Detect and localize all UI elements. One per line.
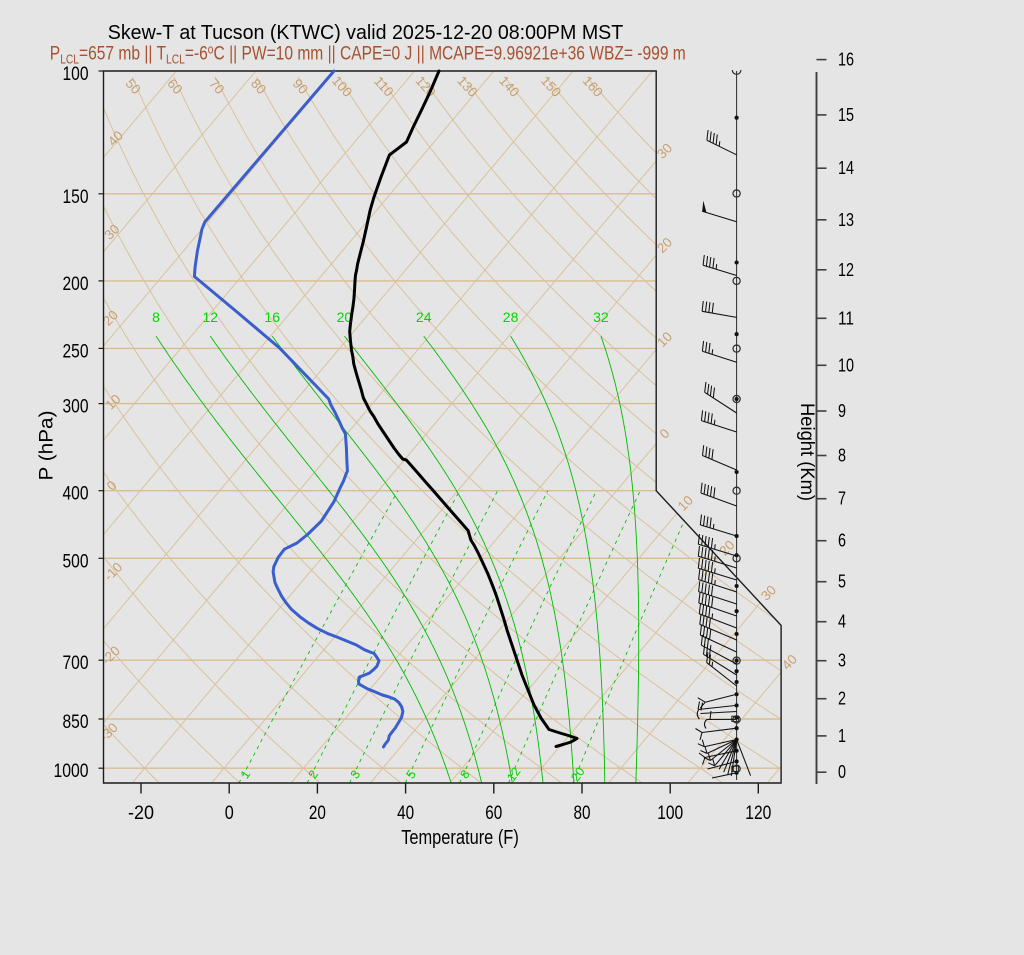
svg-text:2: 2 xyxy=(838,688,846,709)
svg-text:1000: 1000 xyxy=(54,760,89,782)
svg-text:-20: -20 xyxy=(128,802,154,824)
svg-text:16: 16 xyxy=(838,49,854,70)
svg-text:Skew-T at Tucson (KTWC) valid: Skew-T at Tucson (KTWC) valid 2025-12-20… xyxy=(108,22,624,44)
svg-text:7: 7 xyxy=(838,488,846,509)
svg-text:13: 13 xyxy=(838,209,854,230)
svg-text:Temperature (F): Temperature (F) xyxy=(401,827,519,849)
svg-text:32: 32 xyxy=(593,309,609,325)
svg-text:8: 8 xyxy=(838,445,846,466)
svg-text:5: 5 xyxy=(838,571,846,592)
svg-text:500: 500 xyxy=(63,550,89,572)
svg-text:400: 400 xyxy=(63,483,89,505)
svg-text:Height (Km): Height (Km) xyxy=(796,403,818,501)
svg-text:120: 120 xyxy=(745,802,771,824)
svg-text:9: 9 xyxy=(838,400,846,421)
svg-text:20: 20 xyxy=(309,802,326,824)
svg-text:P (hPa): P (hPa) xyxy=(36,411,58,481)
svg-text:15: 15 xyxy=(838,104,854,125)
svg-text:8: 8 xyxy=(152,309,160,325)
svg-text:300: 300 xyxy=(63,396,89,418)
svg-text:60: 60 xyxy=(485,802,502,824)
svg-text:1: 1 xyxy=(838,725,846,746)
svg-text:0: 0 xyxy=(225,802,234,824)
svg-text:150: 150 xyxy=(63,186,89,208)
svg-text:28: 28 xyxy=(503,309,519,325)
svg-text:11: 11 xyxy=(838,307,854,328)
svg-text:6: 6 xyxy=(838,530,846,551)
svg-text:0: 0 xyxy=(838,761,846,782)
svg-text:3: 3 xyxy=(838,650,846,671)
svg-text:10: 10 xyxy=(838,354,854,375)
svg-text:12: 12 xyxy=(203,309,219,325)
svg-text:14: 14 xyxy=(838,157,854,178)
svg-text:16: 16 xyxy=(264,309,280,325)
svg-text:100: 100 xyxy=(657,802,683,824)
svg-text:PLCL=657 mb || TLCL=-6oC || PW: PLCL=657 mb || TLCL=-6oC || PW=10 mm || … xyxy=(50,43,686,67)
svg-text:40: 40 xyxy=(397,802,414,824)
svg-text:80: 80 xyxy=(574,802,591,824)
svg-text:250: 250 xyxy=(63,340,89,362)
svg-text:200: 200 xyxy=(63,273,89,295)
svg-text:24: 24 xyxy=(416,309,432,325)
svg-text:4: 4 xyxy=(838,611,846,632)
svg-text:850: 850 xyxy=(63,711,89,733)
svg-text:12: 12 xyxy=(838,259,854,280)
svg-text:700: 700 xyxy=(63,652,89,674)
